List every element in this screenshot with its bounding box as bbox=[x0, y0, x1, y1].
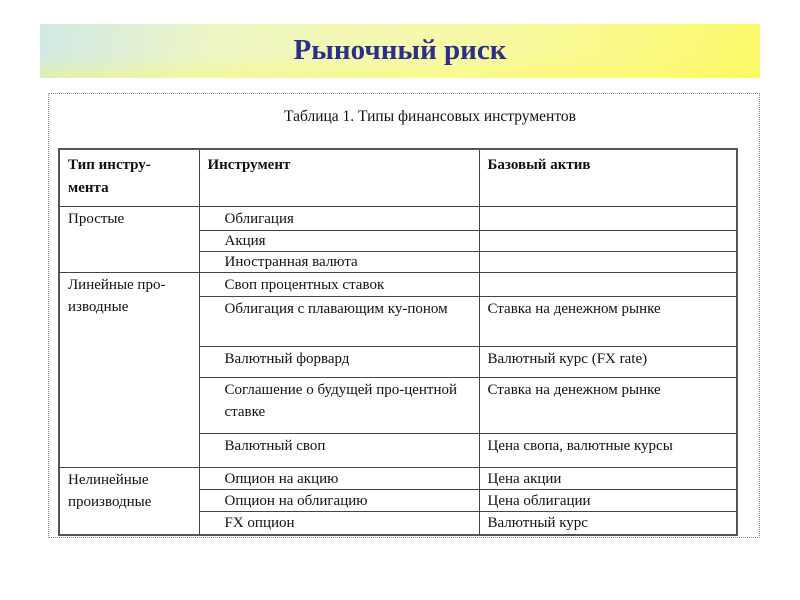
table-row: FX опцион Валютный курс bbox=[59, 510, 738, 536]
instrument-cell: Иностранная валюта bbox=[198, 250, 480, 273]
table-row: Опцион на облигацию Цена облигации bbox=[59, 488, 738, 512]
type-cell: Простые bbox=[58, 205, 200, 273]
asset-cell: Цена акции bbox=[478, 466, 738, 490]
type-cell: Линейные про-изводные bbox=[58, 271, 200, 468]
instrument-cell: Валютный форвард bbox=[198, 345, 480, 378]
instrument-cell: Облигация с плавающим ку-поном bbox=[198, 295, 480, 347]
table-row: Валютный своп Цена свопа, валютные курсы bbox=[59, 432, 738, 468]
instrument-cell: Валютный своп bbox=[198, 432, 480, 468]
asset-cell: Цена свопа, валютные курсы bbox=[478, 432, 738, 468]
asset-cell: Валютный курс bbox=[478, 510, 738, 536]
instrument-cell: Соглашение о будущей про-центной ставке bbox=[198, 376, 480, 434]
asset-cell bbox=[478, 205, 738, 231]
table-row: Иностранная валюта bbox=[59, 250, 738, 273]
table-row: Линейные про-изводные Своп процентных ст… bbox=[58, 271, 738, 468]
table-row: Валютный форвард Валютный курс (FX rate) bbox=[59, 345, 738, 378]
header-instrument: Инструмент bbox=[198, 148, 480, 207]
asset-cell bbox=[478, 250, 738, 273]
table-caption: Таблица 1. Типы финансовых инструментов bbox=[284, 108, 576, 125]
instrument-cell: Опцион на облигацию bbox=[198, 488, 480, 512]
type-cell: Нелинейные производные bbox=[58, 466, 200, 536]
header-type: Тип инстру-мента bbox=[58, 148, 200, 207]
asset-cell: Ставка на денежном рынке bbox=[478, 376, 738, 434]
instrument-cell: FX опцион bbox=[198, 510, 480, 536]
asset-cell bbox=[478, 229, 738, 252]
content-frame bbox=[48, 93, 760, 538]
asset-cell: Валютный курс (FX rate) bbox=[478, 345, 738, 378]
table-row: Простые Облигация bbox=[58, 205, 738, 273]
asset-cell: Ставка на денежном рынке bbox=[478, 295, 738, 347]
title-banner: Рыночный риск bbox=[40, 24, 760, 78]
table-header-row: Тип инстру-мента Инструмент Базовый акти… bbox=[58, 148, 738, 207]
table-row: Соглашение о будущей про-центной ставке … bbox=[59, 376, 738, 434]
instruments-table: Тип инстру-мента Инструмент Базовый акти… bbox=[58, 148, 738, 536]
instrument-cell: Акция bbox=[198, 229, 480, 252]
instrument-cell: Облигация bbox=[198, 205, 480, 231]
instrument-cell: Своп процентных ставок bbox=[198, 271, 480, 297]
asset-cell: Цена облигации bbox=[478, 488, 738, 512]
instrument-cell: Опцион на акцию bbox=[198, 466, 480, 490]
asset-cell bbox=[478, 271, 738, 297]
slide-title: Рыночный риск bbox=[293, 34, 507, 66]
table-row: Нелинейные производные Опцион на акцию Ц… bbox=[58, 466, 738, 536]
header-asset: Базовый актив bbox=[478, 148, 738, 207]
